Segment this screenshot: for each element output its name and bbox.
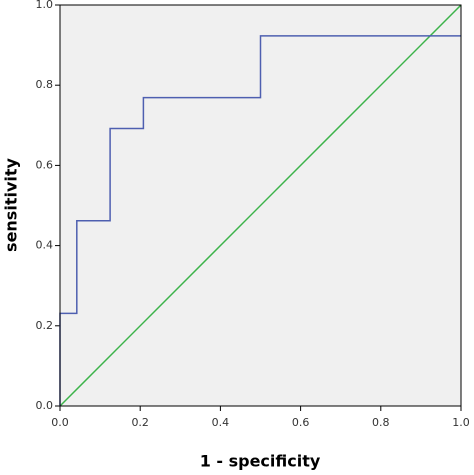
y-tick-label: 0.6 bbox=[36, 158, 54, 171]
x-tick-label: 1.0 bbox=[452, 416, 470, 429]
y-tick-label: 1.0 bbox=[36, 0, 54, 11]
y-tick-label: 0.8 bbox=[36, 78, 54, 91]
y-tick-label: 0.0 bbox=[36, 399, 54, 412]
series-line bbox=[59, 35, 461, 406]
x-tick-label: 0.4 bbox=[212, 416, 230, 429]
x-tick-label: 0.6 bbox=[292, 416, 310, 429]
x-tick-label: 0.2 bbox=[131, 416, 149, 429]
x-tick-label: 0.8 bbox=[372, 416, 390, 429]
y-axis-title: sensitivity bbox=[2, 157, 21, 251]
x-tick-label: 0.0 bbox=[51, 416, 69, 429]
series-line bbox=[59, 4, 462, 407]
plot-border bbox=[59, 4, 462, 407]
y-tick-label: 0.2 bbox=[36, 319, 54, 332]
y-tick-label: 0.4 bbox=[36, 239, 54, 252]
x-axis-title: 1 - specificity bbox=[200, 452, 321, 471]
